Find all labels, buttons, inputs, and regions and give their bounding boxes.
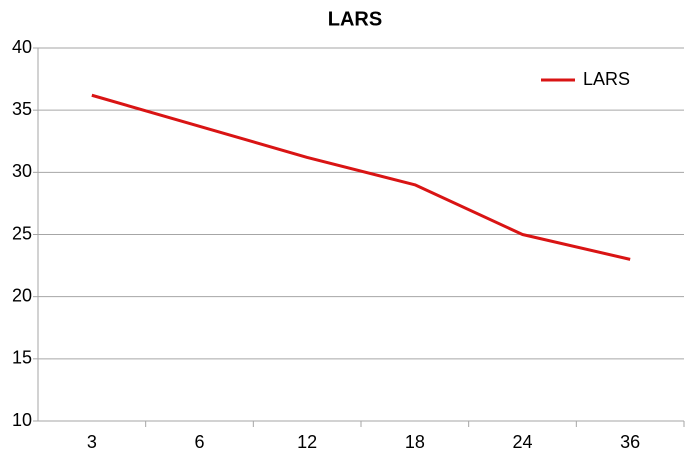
y-tick-label: 25 <box>12 223 32 243</box>
legend-label: LARS <box>583 69 630 89</box>
y-tick-label: 20 <box>12 285 32 305</box>
x-tick-label: 3 <box>87 432 97 452</box>
y-tick-label: 30 <box>12 161 32 181</box>
x-tick-label: 18 <box>405 432 425 452</box>
x-tick-label: 36 <box>620 432 640 452</box>
y-tick-label: 35 <box>12 99 32 119</box>
x-tick-label: 12 <box>297 432 317 452</box>
y-tick-label: 15 <box>12 348 32 368</box>
y-tick-label: 10 <box>12 410 32 430</box>
x-tick-label: 6 <box>194 432 204 452</box>
chart-title: LARS <box>328 8 382 30</box>
line-series <box>91 93 631 261</box>
x-tick-label: 24 <box>512 432 532 452</box>
y-tick-label: 40 <box>12 37 32 57</box>
